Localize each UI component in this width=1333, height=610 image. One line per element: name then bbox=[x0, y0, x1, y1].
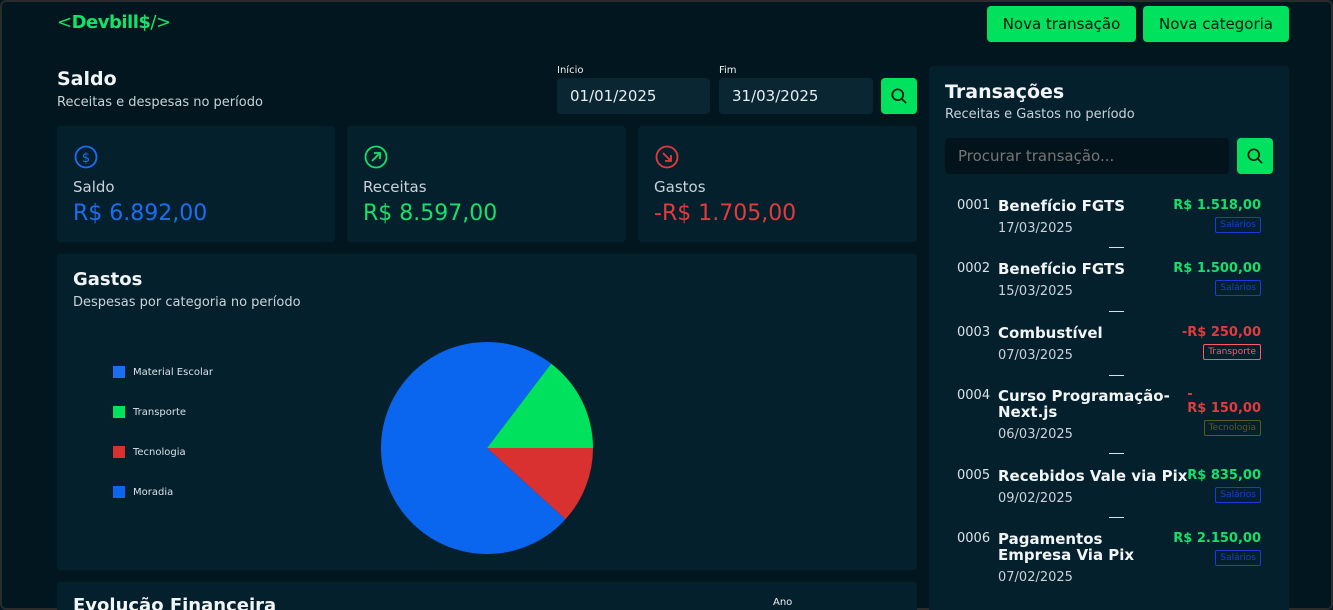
category-tag: Salários bbox=[1215, 487, 1261, 503]
balance-label: Saldo bbox=[73, 178, 115, 196]
end-date-label: Fim bbox=[719, 65, 737, 76]
start-date-input[interactable]: 01/01/2025 bbox=[557, 78, 710, 114]
expenses-chart-title: Gastos bbox=[73, 269, 143, 290]
legend-label: Transporte bbox=[133, 406, 187, 418]
transactions-subtitle: Receitas e Gastos no período bbox=[945, 107, 1135, 122]
separator bbox=[1109, 247, 1124, 248]
expenses-value: -R$ 1.705,00 bbox=[654, 201, 797, 226]
transaction-id: 0006 bbox=[957, 531, 991, 546]
category-tag: Salários bbox=[1215, 280, 1261, 296]
transaction-item[interactable]: 0003 Combustível 07/03/2025 -R$ 250,00 T… bbox=[945, 323, 1273, 383]
legend-label: Material Escolar bbox=[133, 366, 213, 378]
end-date-input[interactable]: 31/03/2025 bbox=[719, 78, 873, 114]
expenses-pie-chart bbox=[381, 342, 593, 554]
transaction-id: 0005 bbox=[957, 468, 991, 483]
legend-swatch bbox=[113, 406, 125, 418]
transaction-name: Pagamentos Empresa Via Pix bbox=[998, 530, 1135, 564]
legend-item[interactable]: Tecnologia bbox=[113, 446, 186, 458]
transaction-name: Recebidos Vale via Pix bbox=[998, 467, 1188, 485]
category-tag: Salários bbox=[1215, 217, 1261, 233]
transaction-date: 17/03/2025 bbox=[998, 221, 1073, 236]
balance-value: R$ 6.892,00 bbox=[73, 201, 208, 226]
transaction-search-button[interactable] bbox=[1237, 138, 1273, 174]
separator bbox=[1109, 311, 1124, 312]
dollar-icon: $ bbox=[74, 145, 98, 169]
legend-swatch bbox=[113, 446, 125, 458]
new-transaction-button[interactable]: Nova transação bbox=[987, 6, 1136, 42]
legend-item[interactable]: Moradia bbox=[113, 486, 173, 498]
separator bbox=[1109, 453, 1124, 454]
transaction-item[interactable]: 0002 Benefício FGTS 15/03/2025 R$ 1.500,… bbox=[945, 259, 1273, 319]
income-value: R$ 8.597,00 bbox=[363, 201, 498, 226]
legend-label: Tecnologia bbox=[133, 446, 186, 458]
transaction-date: 07/03/2025 bbox=[998, 348, 1073, 363]
transaction-amount: R$ 835,00 bbox=[1187, 468, 1261, 483]
transaction-item[interactable]: 0006 Pagamentos Empresa Via Pix 07/02/20… bbox=[945, 529, 1273, 589]
transaction-amount: R$ 1.500,00 bbox=[1173, 261, 1261, 276]
transaction-name: Combustível bbox=[998, 324, 1103, 342]
balance-title: Saldo bbox=[57, 68, 117, 90]
expenses-chart-subtitle: Despesas por categoria no período bbox=[73, 295, 301, 310]
transaction-name: Curso Programação- Next.js bbox=[998, 387, 1170, 421]
legend-label: Moradia bbox=[133, 486, 174, 498]
category-tag: Tecnologia bbox=[1203, 420, 1261, 436]
expenses-card: Gastos -R$ 1.705,00 bbox=[638, 126, 917, 242]
transaction-id: 0004 bbox=[957, 388, 991, 403]
expenses-label: Gastos bbox=[654, 178, 706, 196]
legend-item[interactable]: Transporte bbox=[113, 406, 186, 418]
separator bbox=[1109, 517, 1124, 518]
transaction-id: 0003 bbox=[957, 325, 991, 340]
transaction-date: 09/02/2025 bbox=[998, 491, 1073, 506]
transaction-amount: - R$ 150,00 bbox=[1187, 387, 1261, 416]
evolution-title: Evolução Financeira bbox=[73, 595, 277, 610]
app-logo[interactable]: <Devbill$/> bbox=[57, 12, 171, 33]
arrow-down-right-icon bbox=[655, 145, 679, 169]
new-category-button[interactable]: Nova categoria bbox=[1143, 6, 1289, 42]
income-card: Receitas R$ 8.597,00 bbox=[347, 126, 626, 242]
pie-slice-moradia[interactable] bbox=[381, 342, 566, 554]
transaction-search-input[interactable] bbox=[945, 138, 1229, 174]
transactions-title: Transações bbox=[945, 81, 1065, 103]
transaction-name: Benefício FGTS bbox=[998, 260, 1126, 278]
transaction-item[interactable]: 0001 Benefício FGTS 17/03/2025 R$ 1.518,… bbox=[945, 196, 1273, 256]
legend-item[interactable]: Material Escolar bbox=[113, 366, 213, 378]
search-icon bbox=[1247, 148, 1263, 164]
balance-subtitle: Receitas e despesas no período bbox=[57, 95, 263, 110]
logo-name: Devbill$ bbox=[71, 12, 151, 33]
transaction-item[interactable]: 0004 Curso Programação- Next.js 06/03/20… bbox=[945, 386, 1273, 458]
search-icon bbox=[891, 88, 907, 104]
transaction-date: 07/02/2025 bbox=[998, 570, 1073, 585]
legend-swatch bbox=[113, 366, 125, 378]
pie-slice-transporte[interactable] bbox=[487, 363, 593, 448]
transaction-id: 0001 bbox=[957, 198, 991, 213]
logo-close-bracket: /> bbox=[150, 12, 171, 33]
transaction-date: 06/03/2025 bbox=[998, 427, 1073, 442]
legend-swatch bbox=[113, 486, 125, 498]
pie-slice-tecnologia[interactable] bbox=[487, 448, 593, 520]
separator bbox=[1109, 375, 1124, 376]
balance-card: $ Saldo R$ 6.892,00 bbox=[57, 126, 335, 242]
filter-search-button[interactable] bbox=[881, 78, 917, 114]
category-tag: Salários bbox=[1215, 550, 1261, 566]
income-label: Receitas bbox=[363, 178, 427, 196]
evolution-card bbox=[57, 582, 917, 610]
transaction-amount: -R$ 250,00 bbox=[1181, 325, 1261, 340]
transaction-item[interactable]: 0005 Recebidos Vale via Pix 09/02/2025 R… bbox=[945, 466, 1273, 526]
year-label: Ano bbox=[773, 597, 793, 608]
logo-open-bracket: < bbox=[57, 12, 72, 33]
transaction-name: Benefício FGTS bbox=[998, 197, 1126, 215]
transaction-date: 15/03/2025 bbox=[998, 284, 1073, 299]
start-date-label: Início bbox=[557, 65, 584, 76]
transaction-amount: R$ 2.150,00 bbox=[1173, 531, 1261, 546]
category-tag: Transporte bbox=[1203, 344, 1261, 360]
arrow-up-right-icon bbox=[364, 145, 388, 169]
svg-text:$: $ bbox=[82, 151, 90, 166]
transaction-id: 0002 bbox=[957, 261, 991, 276]
transaction-amount: R$ 1.518,00 bbox=[1173, 198, 1261, 213]
